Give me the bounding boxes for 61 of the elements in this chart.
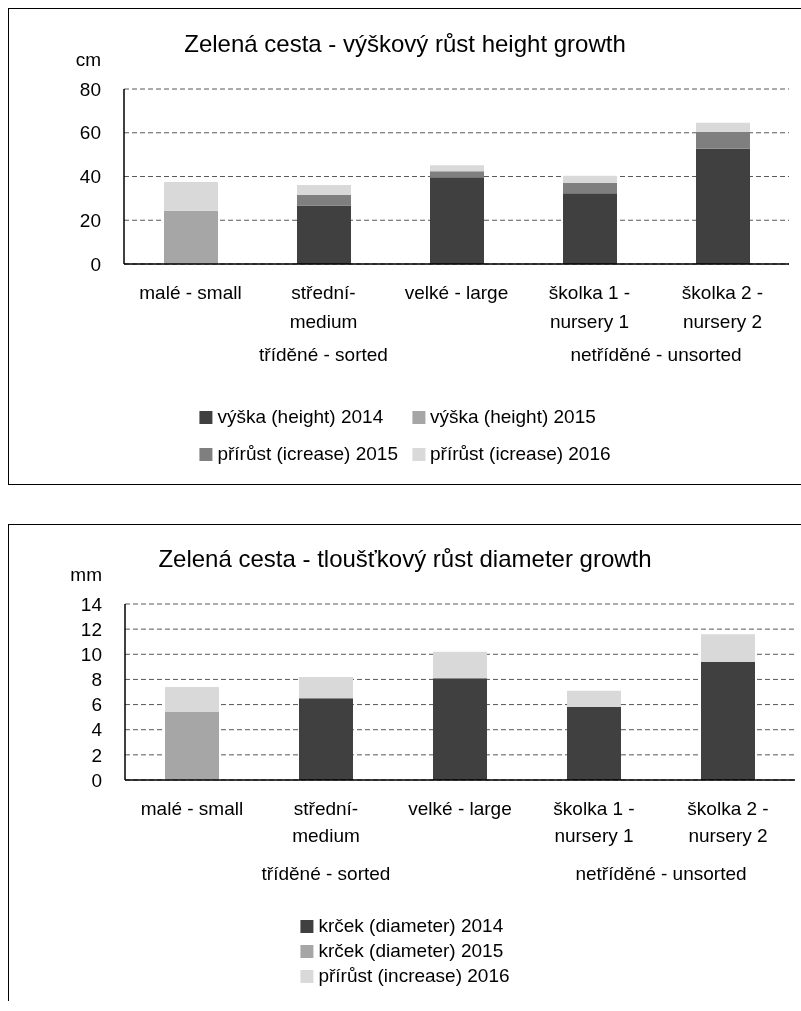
- x-tick-label: školka 1 - nursery 1: [553, 797, 635, 846]
- x-tick-label: malé - small: [140, 797, 244, 819]
- bar: [297, 194, 351, 206]
- legend-label: krček (diameter) 2015: [318, 940, 504, 962]
- y-tick-label: 12: [80, 618, 102, 640]
- bar: [696, 131, 750, 149]
- y-tick-label: 20: [79, 209, 101, 231]
- y-tick-label: 40: [79, 166, 101, 188]
- x-tick-label: školka 2 - nursery 2: [681, 281, 764, 332]
- bar: [165, 686, 219, 713]
- bar: [164, 181, 218, 211]
- bar: [299, 698, 353, 780]
- x-tick-label: školka 2 - nursery 2: [687, 797, 769, 846]
- bar: [165, 712, 219, 780]
- text: tříděné - sorted: [259, 344, 388, 365]
- y-axis-title: mm: [70, 564, 102, 585]
- x-tick-label: velké - large: [404, 281, 509, 303]
- y-tick-label: 0: [91, 769, 102, 791]
- bar: [299, 676, 353, 699]
- bar: [563, 175, 617, 183]
- x-tick-label: malé - small: [139, 281, 242, 303]
- text: netříděné - unsorted: [575, 863, 747, 884]
- text: tříděné - sorted: [261, 863, 391, 884]
- legend-label: přírůst (icrease) 2015: [217, 443, 398, 465]
- bar: [430, 171, 484, 178]
- y-tick-label: 6: [91, 694, 102, 716]
- x-tick-label: střední-medium: [289, 281, 358, 332]
- text: netříděné - unsorted: [570, 344, 742, 365]
- bar: [563, 182, 617, 194]
- bar: [433, 678, 487, 780]
- legend-label: výška (height) 2015: [430, 406, 596, 428]
- legend-label: přírůst (increase) 2016: [318, 965, 510, 987]
- y-tick-label: 10: [80, 644, 102, 666]
- bar: [696, 122, 750, 132]
- y-tick-label: 80: [79, 78, 101, 100]
- y-tick-label: 0: [90, 253, 101, 275]
- y-tick-label: 14: [80, 593, 103, 615]
- legend-label: krček (diameter) 2014: [318, 915, 504, 937]
- bar: [563, 193, 617, 264]
- legend-label: přírůst (icrease) 2016: [430, 443, 611, 465]
- bar: [164, 210, 218, 264]
- legend-label: výška (height) 2014: [217, 406, 384, 428]
- chart-title: Zelená cesta - výškový růst height growth: [184, 30, 626, 57]
- bar: [430, 165, 484, 172]
- bar: [433, 651, 487, 679]
- y-tick-label: 2: [91, 744, 102, 766]
- bar: [567, 690, 621, 708]
- bar: [701, 661, 755, 780]
- bar: [297, 185, 351, 195]
- bar: [567, 707, 621, 780]
- x-tick-label: střední-medium: [292, 797, 360, 846]
- y-axis-title: cm: [75, 49, 101, 70]
- bar: [430, 177, 484, 264]
- x-tick-label: velké - large: [408, 797, 512, 819]
- y-tick-label: 60: [79, 122, 101, 144]
- y-tick-label: 4: [91, 719, 103, 741]
- y-tick-label: 8: [91, 669, 102, 691]
- bar: [297, 205, 351, 264]
- bar: [701, 634, 755, 662]
- bar: [696, 148, 750, 264]
- chart-title: Zelená cesta - tloušťkový růst diameter growth: [158, 545, 652, 572]
